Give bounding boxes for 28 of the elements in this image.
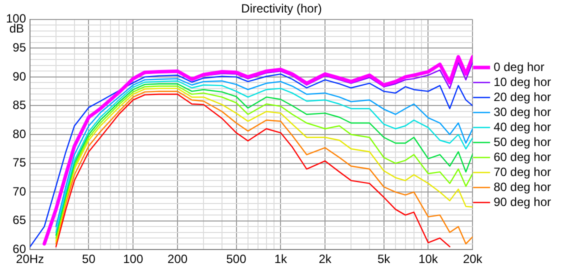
x-tick-label: 200 — [168, 252, 188, 266]
legend-label: 0 deg hor — [494, 60, 544, 74]
y-tick-label: 65 — [12, 213, 26, 228]
x-tick-label: 5k — [377, 252, 392, 266]
y-tick-label: 85 — [12, 98, 26, 112]
x-tick-label: 10k — [418, 252, 439, 266]
legend-label: 50 deg hor — [494, 134, 552, 149]
x-tick-label: 100 — [123, 252, 144, 266]
legend-label: 60 deg hor — [494, 150, 552, 164]
y-tick-label: 80 — [12, 126, 26, 141]
y-tick-label: 70 — [12, 184, 26, 198]
y-tick-label: 75 — [12, 156, 26, 170]
legend-label: 10 deg hor — [494, 74, 552, 89]
x-tick-label: 1k — [274, 252, 288, 266]
x-tick-label: 50 — [82, 252, 96, 266]
x-tick-label: 500 — [226, 252, 247, 266]
legend-label: 20 deg hor — [494, 90, 552, 104]
x-tick-label: 2k — [318, 252, 332, 266]
y-tick-label: 90 — [12, 69, 26, 84]
legend-label: 90 deg hor — [494, 194, 552, 209]
y-axis-title: dB — [9, 22, 24, 36]
legend-label: 40 deg hor — [494, 120, 552, 134]
y-tick-label: 95 — [12, 40, 26, 54]
legend-label: 80 deg hor — [494, 180, 552, 194]
legend-label: 70 deg hor — [494, 164, 552, 179]
chart-title: Directivity (hor) — [241, 2, 322, 16]
x-tick-label: 20k — [462, 252, 484, 266]
legend-label: 30 deg hor — [494, 104, 552, 119]
